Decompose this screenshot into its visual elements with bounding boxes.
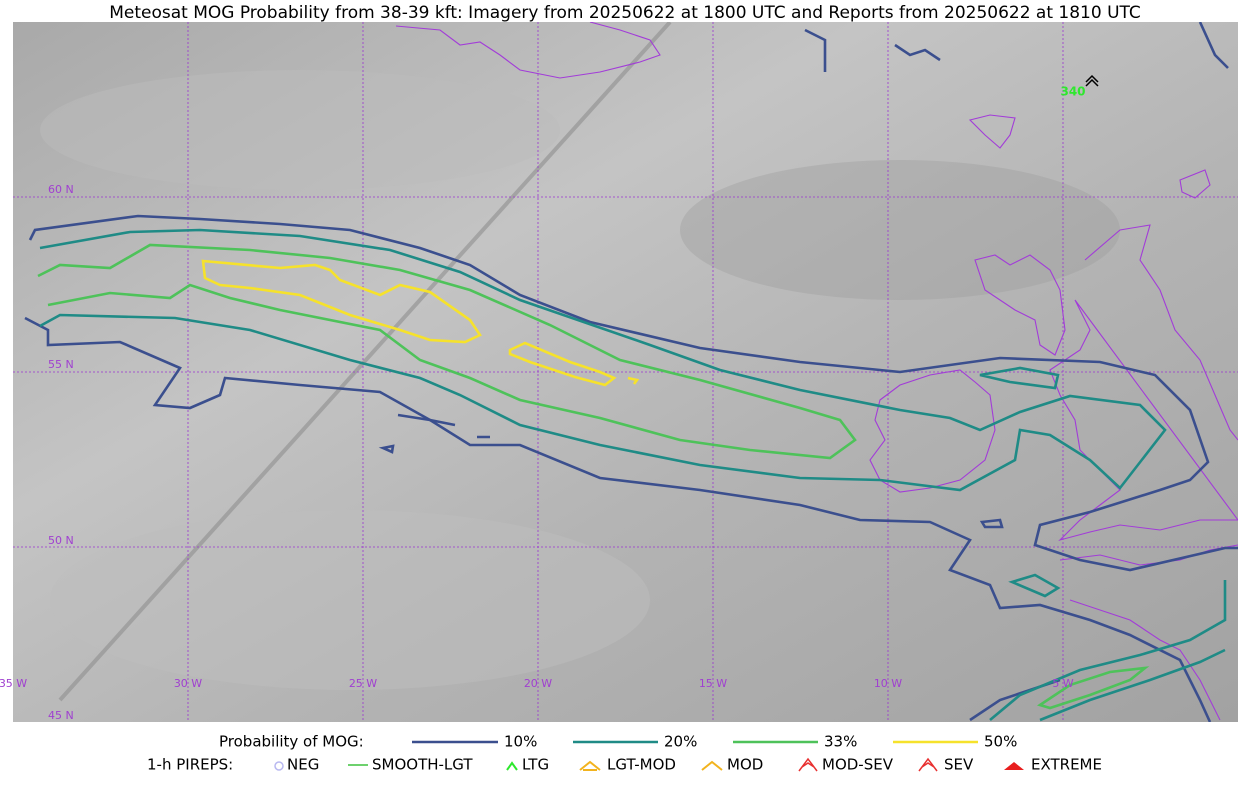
lon-label: 5 W	[1052, 677, 1073, 690]
cloud	[40, 70, 560, 190]
ltg-icon	[506, 761, 518, 771]
coastline	[974, 254, 1066, 356]
cloud	[50, 510, 650, 690]
legend-label: NEG	[287, 756, 319, 774]
legend-title: Probability of MOG:	[219, 733, 364, 751]
coastline	[395, 22, 661, 79]
lon-label: 25 W	[349, 677, 377, 690]
extreme-icon	[1004, 762, 1024, 770]
neg-icon	[274, 761, 284, 771]
contour-10	[24, 316, 1212, 722]
legend-label: MOD-SEV	[822, 756, 894, 774]
pirep-legend: 1-h PIREPS: NEG SMOOTH-LGT LTG LGT-MOD M…	[147, 756, 1102, 774]
lon-label: 30 W	[174, 677, 202, 690]
contour-50	[508, 341, 640, 387]
lon-label: 10 W	[874, 677, 902, 690]
legend-label: SEV	[944, 756, 974, 774]
mog-legend: Probability of MOG: 10% 20% 33% 50%	[219, 733, 1017, 751]
contour-10	[28, 214, 1238, 572]
legend-label: 10%	[504, 733, 537, 751]
lgt-mod-icon	[579, 760, 601, 771]
pirep-icon	[1085, 74, 1099, 87]
lat-label: 50 N	[48, 534, 74, 547]
coastline	[968, 114, 1016, 149]
legend-label: EXTREME	[1031, 756, 1102, 774]
lat-label: 55 N	[48, 358, 74, 371]
legend-label: MOD	[727, 756, 763, 774]
legend-label: 33%	[824, 733, 857, 751]
legend-title: 1-h PIREPS:	[147, 756, 233, 774]
lon-label: 35 W	[0, 677, 27, 690]
legend-label: LTG	[522, 756, 549, 774]
mod-sev-icon	[798, 757, 818, 772]
report-label: 340	[1060, 85, 1085, 99]
mod-icon	[701, 760, 723, 771]
contour-33	[37, 243, 857, 460]
coastline	[869, 369, 996, 493]
map: 340	[13, 22, 1238, 722]
legend-label: 50%	[984, 733, 1017, 751]
lon-label: 20 W	[524, 677, 552, 690]
title: Meteosat MOG Probability from 38-39 kft:…	[109, 3, 1141, 23]
legend-label: 20%	[664, 733, 697, 751]
contrail	[58, 22, 672, 702]
legend-label: SMOOTH-LGT	[372, 756, 473, 774]
contour-10	[378, 22, 1229, 722]
mog-contours	[24, 22, 1238, 722]
sev-icon	[918, 757, 938, 772]
lon-labels: 35 W 30 W 25 W 20 W 15 W 10 W 5 W	[0, 677, 1074, 690]
lat-labels: 60 N 55 N 50 N 45 N	[48, 183, 74, 722]
contour-33	[1036, 666, 1150, 710]
lat-label: 60 N	[48, 183, 74, 196]
lat-label: 45 N	[48, 709, 74, 722]
legend-label: LGT-MOD	[607, 756, 676, 774]
contour-50	[201, 259, 482, 344]
contour-20	[39, 228, 1167, 492]
lon-label: 15 W	[699, 677, 727, 690]
contour-20	[979, 366, 1227, 722]
coastline	[1179, 169, 1211, 199]
